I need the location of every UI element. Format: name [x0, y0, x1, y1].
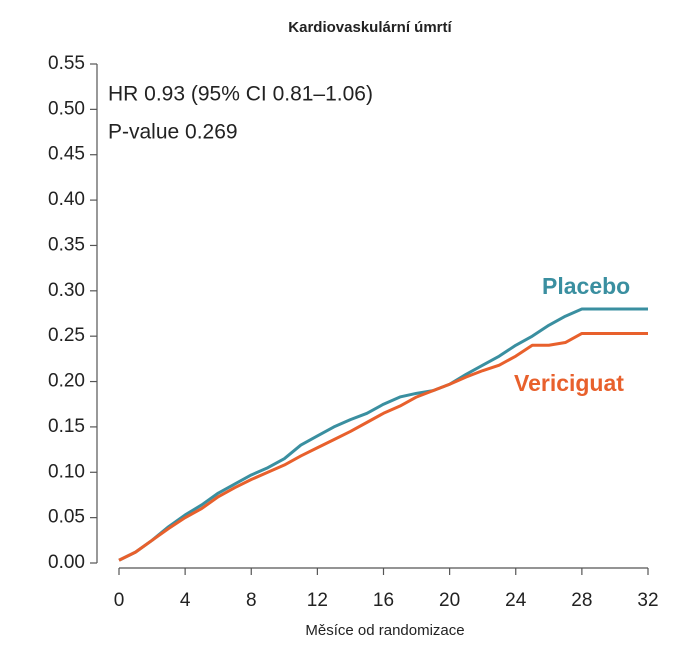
y-tick-label: 0.40: [48, 189, 85, 210]
y-tick-label: 0.20: [48, 371, 85, 392]
y-tick-label: 0.10: [48, 461, 85, 482]
x-axis-label: Měsíce od randomizace: [305, 622, 464, 639]
y-tick-label: 0.35: [48, 234, 85, 255]
x-tick-label: 28: [571, 590, 592, 611]
annotation: P-value 0.269: [108, 121, 238, 144]
series-line: [118, 307, 648, 562]
y-tick-label: 0.55: [48, 53, 85, 74]
x-tick-label: 8: [246, 590, 257, 611]
legend-label: Placebo: [542, 273, 630, 299]
x-tick-label: 20: [439, 590, 460, 611]
y-tick-label: 0.50: [48, 98, 85, 119]
y-tick-label: 0.45: [48, 144, 85, 165]
y-tick-label: 0.00: [48, 552, 85, 573]
x-tick-label: 4: [180, 590, 191, 611]
y-tick-label: 0.25: [48, 325, 85, 346]
y-tick-label: 0.30: [48, 280, 85, 301]
legend-label: Vericiguat: [514, 370, 624, 396]
x-tick-label: 12: [307, 590, 328, 611]
x-tick-label: 32: [637, 590, 658, 611]
x-tick-label: 16: [373, 590, 394, 611]
annotation: HR 0.93 (95% CI 0.81–1.06): [108, 83, 373, 106]
y-tick-label: 0.05: [48, 507, 85, 528]
y-tick-label: 0.15: [48, 416, 85, 437]
chart-title: Kardiovaskulární úmrtí: [288, 19, 452, 36]
x-tick-label: 24: [505, 590, 527, 611]
x-tick-label: 0: [114, 590, 125, 611]
series-line: [118, 331, 648, 562]
